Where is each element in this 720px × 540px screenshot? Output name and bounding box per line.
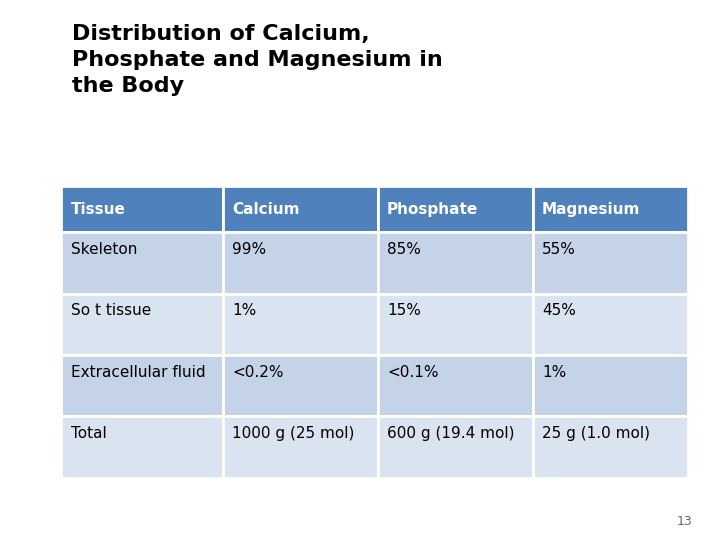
Text: Total: Total (71, 426, 107, 441)
Text: 85%: 85% (387, 242, 421, 257)
Text: Skeleton: Skeleton (71, 242, 137, 257)
Text: Magnesium: Magnesium (542, 202, 640, 217)
Text: Tissue: Tissue (71, 202, 125, 217)
Text: 25 g (1.0 mol): 25 g (1.0 mol) (542, 426, 650, 441)
Text: 13: 13 (677, 515, 693, 528)
Text: 99%: 99% (232, 242, 266, 257)
Text: 45%: 45% (542, 303, 576, 318)
Text: Extracellular fluid: Extracellular fluid (71, 364, 205, 380)
Text: Calcium: Calcium (232, 202, 300, 217)
Text: 600 g (19.4 mol): 600 g (19.4 mol) (387, 426, 515, 441)
Text: <0.2%: <0.2% (232, 364, 284, 380)
Text: 1%: 1% (542, 364, 566, 380)
Text: 15%: 15% (387, 303, 421, 318)
Text: So t tissue: So t tissue (71, 303, 150, 318)
Text: Phosphate: Phosphate (387, 202, 478, 217)
Text: <0.1%: <0.1% (387, 364, 438, 380)
Text: 55%: 55% (542, 242, 576, 257)
Text: 1000 g (25 mol): 1000 g (25 mol) (232, 426, 354, 441)
Text: 1%: 1% (232, 303, 256, 318)
Text: Distribution of Calcium,
Phosphate and Magnesium in
the Body: Distribution of Calcium, Phosphate and M… (72, 24, 443, 96)
